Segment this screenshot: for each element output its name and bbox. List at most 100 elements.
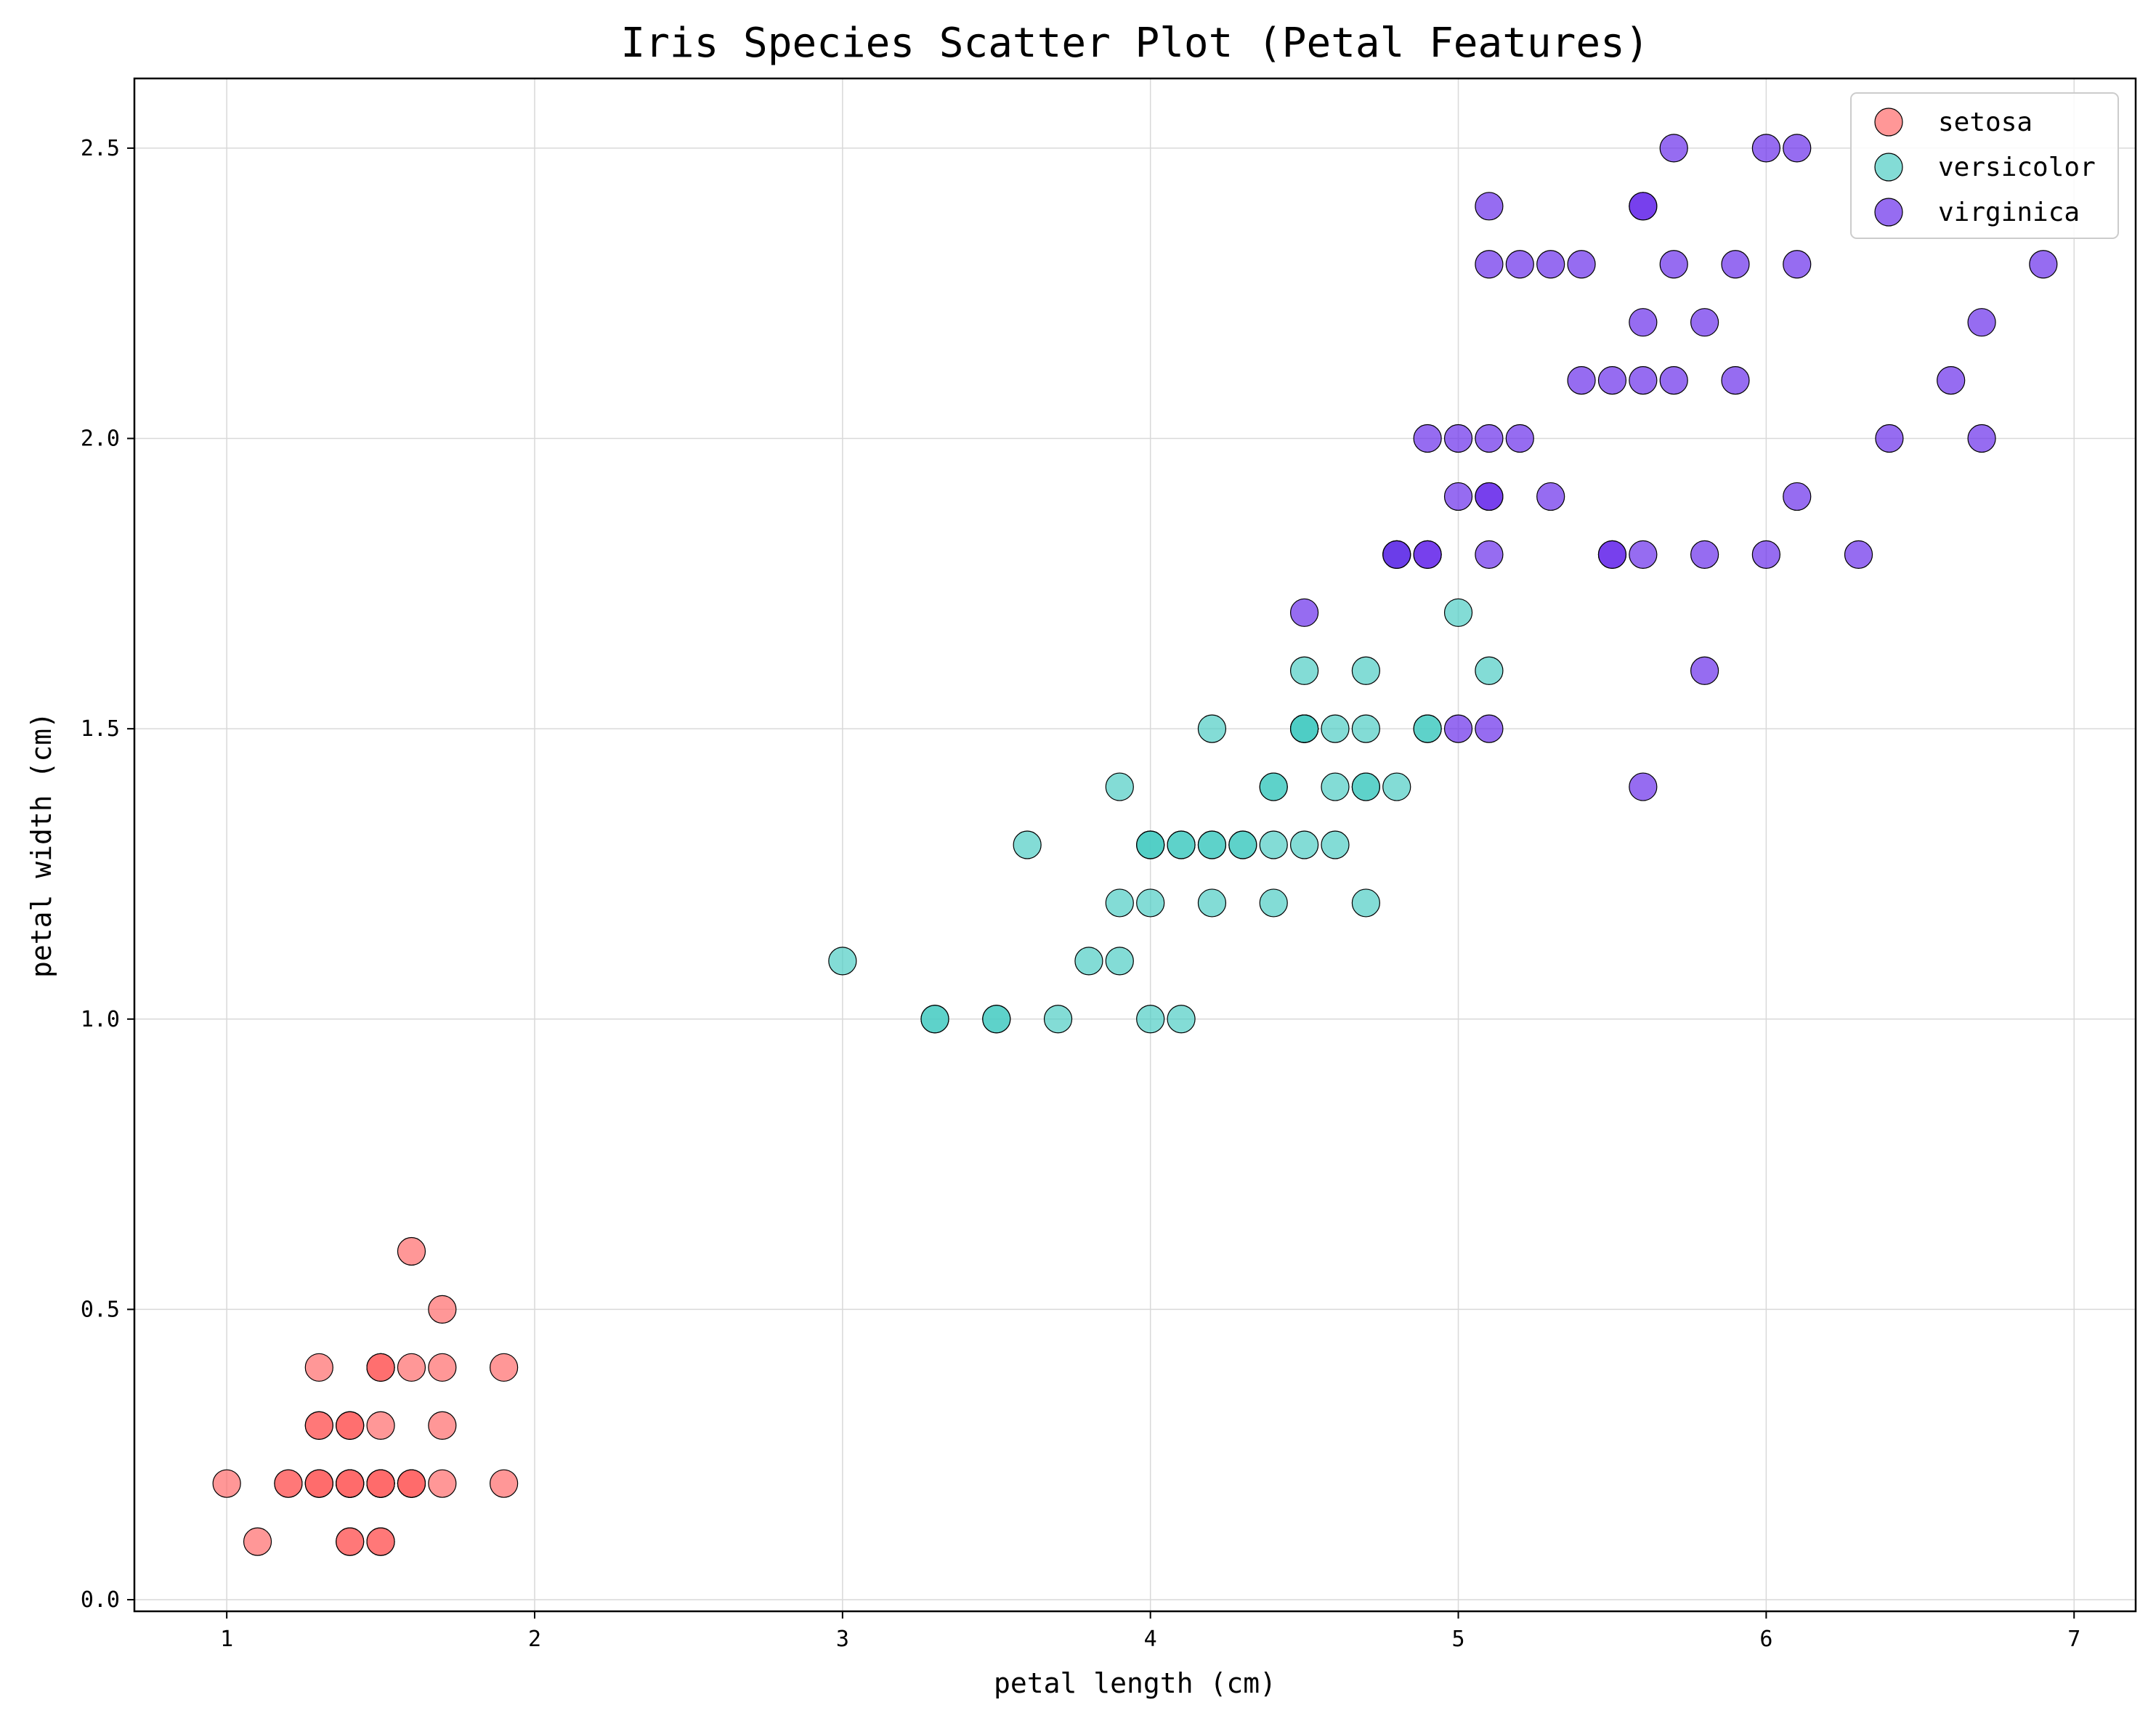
data-point-versicolor — [1382, 772, 1411, 801]
data-point-setosa — [304, 1469, 333, 1498]
y-tick-label: 1.0 — [81, 1007, 120, 1032]
data-point-virginica — [1875, 424, 1904, 453]
data-point-virginica — [2029, 250, 2058, 279]
data-point-versicolor — [1290, 830, 1319, 859]
data-point-setosa — [397, 1236, 426, 1266]
data-point-virginica — [1629, 308, 1658, 337]
data-point-versicolor — [1475, 656, 1504, 685]
data-point-virginica — [1783, 250, 1812, 279]
data-points — [212, 134, 2058, 1556]
data-point-virginica — [1536, 250, 1565, 279]
data-point-setosa — [366, 1527, 395, 1556]
plot-frame — [133, 77, 2137, 1613]
data-point-versicolor — [1290, 656, 1319, 685]
data-point-versicolor — [1321, 772, 1350, 801]
data-point-virginica — [1597, 366, 1627, 395]
data-point-virginica — [1967, 424, 1996, 453]
x-tick-label: 3 — [836, 1627, 849, 1652]
legend-marker-virginica — [1874, 198, 1903, 227]
data-point-versicolor — [1167, 830, 1196, 859]
data-point-virginica — [1844, 540, 1873, 569]
data-point-setosa — [304, 1353, 333, 1382]
data-point-versicolor — [828, 947, 857, 976]
data-point-virginica — [1475, 250, 1504, 279]
data-point-versicolor — [1259, 830, 1288, 859]
data-point-versicolor — [1351, 772, 1380, 801]
data-point-versicolor — [1167, 1005, 1196, 1034]
data-point-setosa — [336, 1469, 365, 1498]
data-point-versicolor — [1321, 830, 1350, 859]
data-point-versicolor — [1351, 714, 1380, 743]
x-tick-label: 6 — [1759, 1627, 1772, 1652]
data-point-virginica — [1629, 540, 1658, 569]
legend-marker-versicolor — [1874, 153, 1903, 182]
axis-ticks: 1 2 3 4 5 6 7 0.0 0.5 1.0 1.5 2.0 2.5 — [81, 136, 2080, 1652]
data-point-setosa — [243, 1527, 272, 1556]
data-point-versicolor — [1105, 947, 1134, 976]
data-point-versicolor — [1197, 830, 1227, 859]
data-point-virginica — [1629, 366, 1658, 395]
data-point-virginica — [1967, 308, 1996, 337]
data-point-virginica — [1783, 482, 1812, 511]
x-tick-label: 1 — [220, 1627, 233, 1652]
data-point-versicolor — [1197, 714, 1227, 743]
data-point-versicolor — [1443, 598, 1473, 627]
data-point-virginica — [1475, 482, 1504, 511]
y-axis-label: petal width (cm) — [25, 712, 57, 978]
x-axis-label: petal length (cm) — [994, 1667, 1276, 1699]
data-point-virginica — [1413, 540, 1442, 569]
x-tick-label: 5 — [1452, 1627, 1465, 1652]
data-point-versicolor — [1105, 772, 1134, 801]
data-point-virginica — [1475, 424, 1504, 453]
data-point-virginica — [1629, 772, 1658, 801]
data-point-virginica — [1690, 540, 1719, 569]
data-point-virginica — [1505, 424, 1534, 453]
legend-box — [1850, 92, 2119, 239]
data-point-setosa — [366, 1469, 395, 1498]
data-point-virginica — [1475, 192, 1504, 221]
data-point-setosa — [490, 1469, 519, 1498]
data-point-virginica — [1290, 598, 1319, 627]
data-point-virginica — [1783, 134, 1812, 163]
data-point-versicolor — [1013, 830, 1042, 859]
data-point-virginica — [1505, 250, 1534, 279]
x-tick-label: 4 — [1144, 1627, 1157, 1652]
data-point-versicolor — [982, 1005, 1011, 1034]
data-point-virginica — [1443, 482, 1473, 511]
data-point-virginica — [1659, 134, 1688, 163]
data-point-versicolor — [1351, 656, 1380, 685]
legend-label-setosa: setosa — [1938, 108, 2033, 137]
y-tick-label: 0.5 — [81, 1297, 120, 1322]
y-tick-label: 1.5 — [81, 716, 120, 742]
data-point-virginica — [1721, 366, 1750, 395]
data-point-virginica — [1751, 540, 1780, 569]
y-tick-label: 2.0 — [81, 426, 120, 452]
data-point-virginica — [1413, 424, 1442, 453]
data-point-virginica — [1443, 714, 1473, 743]
data-point-virginica — [1382, 540, 1411, 569]
data-point-setosa — [428, 1295, 457, 1324]
data-point-versicolor — [1290, 714, 1319, 743]
legend-label-versicolor: versicolor — [1938, 153, 2096, 182]
y-tick-label: 0.0 — [81, 1587, 120, 1613]
data-point-virginica — [1443, 424, 1473, 453]
data-point-setosa — [274, 1469, 303, 1498]
legend-marker-setosa — [1874, 108, 1903, 137]
data-point-setosa — [366, 1411, 395, 1440]
data-point-setosa — [212, 1469, 241, 1498]
data-point-versicolor — [1136, 830, 1165, 859]
data-point-versicolor — [1074, 947, 1103, 976]
data-point-virginica — [1475, 540, 1504, 569]
data-point-virginica — [1597, 540, 1627, 569]
data-point-versicolor — [1351, 888, 1380, 918]
y-tick-label: 2.5 — [81, 136, 120, 161]
data-point-setosa — [428, 1469, 457, 1498]
data-point-setosa — [397, 1353, 426, 1382]
data-point-virginica — [1659, 250, 1688, 279]
chart-title: Iris Species Scatter Plot (Petal Feature… — [620, 20, 1649, 67]
data-point-versicolor — [1321, 714, 1350, 743]
data-point-setosa — [397, 1469, 426, 1498]
data-point-virginica — [1751, 134, 1780, 163]
data-point-virginica — [1690, 308, 1719, 337]
